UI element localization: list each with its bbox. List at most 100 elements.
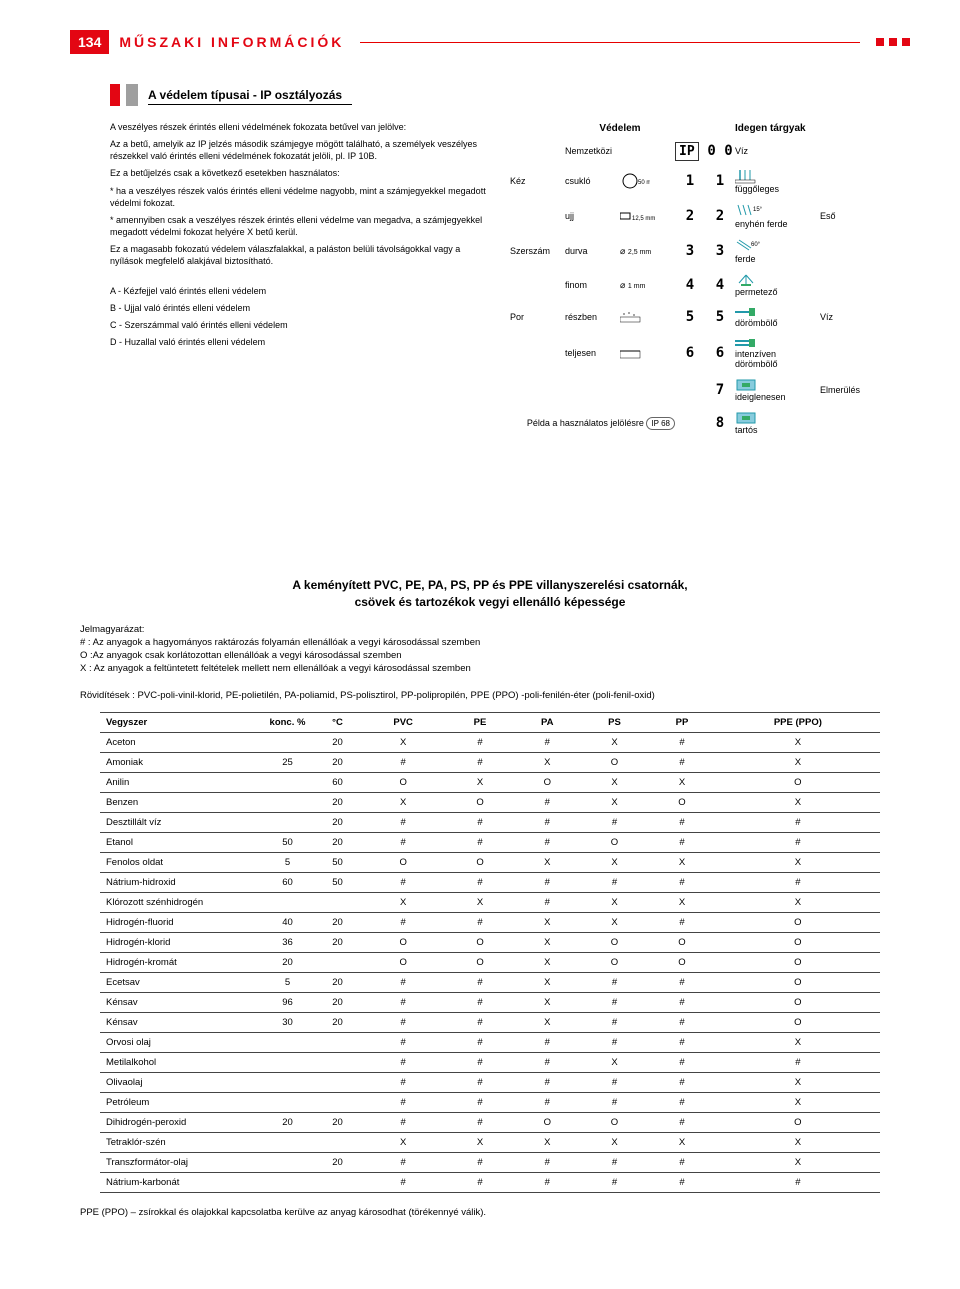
table-cell: 20 — [315, 913, 360, 933]
table-cell: # — [581, 993, 649, 1013]
table-cell: # — [446, 993, 514, 1013]
p5: * amennyiben csak a veszélyes részek éri… — [110, 214, 490, 238]
legend-c: C - Szerszámmal való érintés elleni véde… — [110, 319, 490, 331]
table-row: Kénsav9620##X##O — [100, 993, 880, 1013]
spray-icon: permetező — [735, 271, 820, 299]
table-cell: # — [360, 1113, 446, 1133]
table-cell: 20 — [315, 1013, 360, 1033]
strong-jet-icon: intenzíven dörömbölő — [735, 335, 820, 371]
table-cell: # — [360, 813, 446, 833]
table-cell: # — [514, 1153, 581, 1173]
table-cell: Kénsav — [100, 1013, 260, 1033]
p2: Az a betű, amelyik az IP jelzés második … — [110, 138, 490, 162]
table-cell: 20 — [315, 733, 360, 753]
table-cell: O — [581, 753, 649, 773]
table-cell: # — [648, 1153, 716, 1173]
table-cell: X — [716, 1093, 880, 1113]
table-cell: O — [581, 1113, 649, 1133]
table-cell: X — [360, 1133, 446, 1153]
table-cell: O — [716, 953, 880, 973]
table-row: Hidrogén-fluorid4020##XX#O — [100, 913, 880, 933]
table-cell: 50 — [260, 833, 315, 853]
table-cell: O — [648, 793, 716, 813]
table-cell: X — [581, 773, 649, 793]
table-cell: X — [446, 1133, 514, 1153]
table-cell: # — [514, 1053, 581, 1073]
table-cell: X — [581, 793, 649, 813]
table-row: Benzen20XO#XOX — [100, 793, 880, 813]
table-row: Petróleum#####X — [100, 1093, 880, 1113]
table-cell — [315, 1073, 360, 1093]
szerszam: Szerszám — [510, 244, 565, 258]
table-cell: # — [446, 813, 514, 833]
table-cell: # — [360, 973, 446, 993]
table-cell: # — [360, 1173, 446, 1193]
table-cell: 5 — [260, 853, 315, 873]
ip-diagram: Védelem Idegen tárgyak Nemzetközi IP 0 0… — [510, 121, 910, 437]
table-cell: # — [514, 793, 581, 813]
example-label: Példa a használatos jelölésre — [527, 418, 644, 428]
immersion-perm-icon: tartós — [735, 409, 820, 437]
drip-60-icon: 60°ferde — [735, 236, 820, 266]
table-cell: 20 — [315, 1113, 360, 1133]
table-cell: Nátrium-karbonát — [100, 1173, 260, 1193]
table-row: Anilin60OXOXXO — [100, 773, 880, 793]
table-cell: Klórozott szénhidrogén — [100, 893, 260, 913]
table-cell: 20 — [315, 993, 360, 1013]
p1: A veszélyes részek érintés elleni védelm… — [110, 121, 490, 133]
legend-b: B - Ujjal való érintés elleni védelem — [110, 302, 490, 314]
table-cell: # — [648, 993, 716, 1013]
table-cell: # — [446, 913, 514, 933]
table-cell: X — [716, 793, 880, 813]
table-cell: # — [360, 1093, 446, 1113]
table-cell: O — [581, 933, 649, 953]
table-cell: O — [360, 933, 446, 953]
table-cell: Hidrogén-kromát — [100, 953, 260, 973]
red-marker-icon — [110, 84, 120, 106]
p3: Ez a betűjelzés csak a következő esetekb… — [110, 167, 490, 179]
table-cell: 20 — [315, 793, 360, 813]
table-cell: O — [716, 993, 880, 1013]
table-cell — [260, 1173, 315, 1193]
table-cell — [260, 1133, 315, 1153]
table-cell: X — [716, 1133, 880, 1153]
table-cell: Orvosi olaj — [100, 1033, 260, 1053]
row-csuklo: csukló — [565, 174, 620, 188]
divider-line — [360, 42, 860, 43]
table-cell: Ecetsav — [100, 973, 260, 993]
p6: Ez a magasabb fokozatú védelem válaszfal… — [110, 243, 490, 267]
table-cell: X — [514, 953, 581, 973]
table-cell: X — [716, 1073, 880, 1093]
table-cell: Anilin — [100, 773, 260, 793]
legend-block: Jelmagyarázat: # : Az anyagok a hagyomán… — [80, 623, 910, 703]
section-b-title-1: A keményített PVC, PE, PA, PS, PP és PPE… — [70, 577, 910, 594]
svg-text:50 mm: 50 mm — [638, 180, 650, 186]
table-cell: X — [514, 933, 581, 953]
table-cell: 5 — [260, 973, 315, 993]
table-cell — [260, 733, 315, 753]
table-cell: # — [360, 1013, 446, 1033]
table-cell: # — [581, 1173, 649, 1193]
table-cell — [260, 1093, 315, 1113]
table-cell: # — [360, 1153, 446, 1173]
table-cell: Nátrium-hidroxid — [100, 873, 260, 893]
table-row: Metilalkohol###X## — [100, 1053, 880, 1073]
table-cell: 20 — [260, 953, 315, 973]
table-cell: X — [514, 993, 581, 1013]
table-cell: X — [446, 893, 514, 913]
table-cell: # — [446, 1033, 514, 1053]
row-reszben: részben — [565, 310, 620, 324]
example-ip: IP 68 — [646, 417, 675, 430]
table-cell: # — [716, 873, 880, 893]
table-cell: 20 — [315, 973, 360, 993]
table-cell: # — [648, 973, 716, 993]
table-cell: Hidrogén-klorid — [100, 933, 260, 953]
wire1-icon: ⌀ 1 mm — [620, 278, 675, 293]
table-cell: # — [648, 1093, 716, 1113]
table-cell — [260, 1033, 315, 1053]
table-header: °C — [315, 713, 360, 733]
table-cell — [315, 893, 360, 913]
table-cell: # — [648, 913, 716, 933]
legend-a: A - Kézfejjel való érintés elleni védele… — [110, 285, 490, 297]
table-cell: # — [360, 913, 446, 933]
